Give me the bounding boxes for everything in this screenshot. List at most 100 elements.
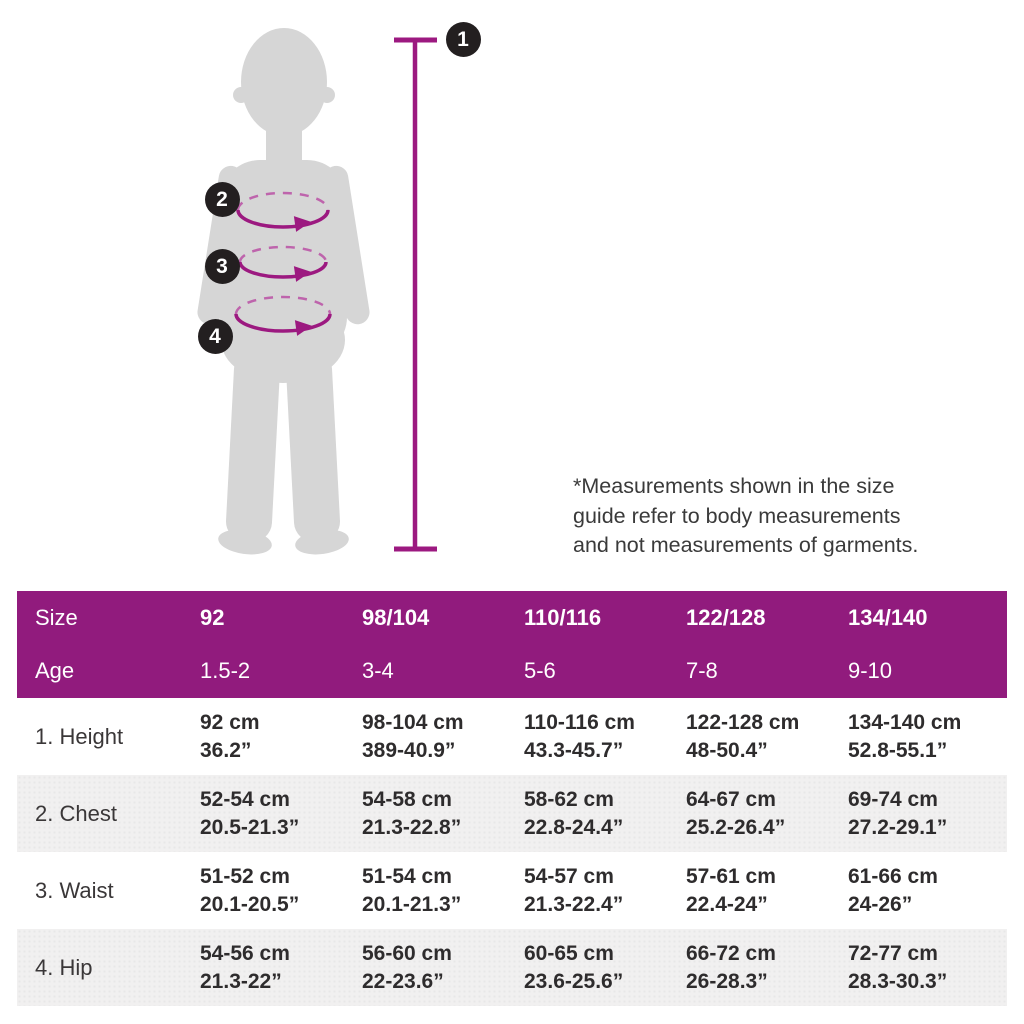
value-in: 25.2-26.4” — [686, 815, 786, 839]
value-cm: 61-66 cm — [848, 864, 938, 888]
value-cm: 92 cm — [200, 710, 260, 734]
table-cell: 61-66 cm 24-26” — [848, 863, 1007, 919]
value-cm: 66-72 cm — [686, 941, 776, 965]
size-column-header: 134/140 — [848, 604, 928, 630]
table-cell: 51-52 cm 20.1-20.5” — [200, 863, 362, 919]
age-column-header: 3-4 — [362, 658, 394, 684]
table-cell: 69-74 cm 27.2-29.1” — [848, 786, 1007, 842]
value-cm: 51-52 cm — [200, 864, 290, 888]
note-line: guide refer to body measurements — [573, 503, 901, 528]
value-cm: 56-60 cm — [362, 941, 452, 965]
table-cell: 52-54 cm 20.5-21.3” — [200, 786, 362, 842]
measure-marker-waist: 3 — [204, 248, 240, 284]
body-measurement-diagram — [197, 28, 437, 555]
value-cm: 98-104 cm — [362, 710, 464, 734]
value-cm: 122-128 cm — [686, 710, 800, 734]
value-in: 36.2” — [200, 738, 252, 762]
value-in: 22.4-24” — [686, 892, 768, 916]
marker-number: 3 — [216, 254, 228, 278]
table-cell: 98-104 cm 389-40.9” — [362, 709, 524, 765]
value-cm: 110-116 cm — [524, 710, 635, 734]
note-line: *Measurements shown in the size — [573, 474, 895, 498]
size-column-header: 92 — [200, 604, 225, 630]
value-in: 28.3-30.3” — [848, 969, 948, 993]
table-cell: 56-60 cm 22-23.6” — [362, 940, 524, 996]
row-label: 3. Waist — [35, 877, 114, 903]
value-in: 26-28.3” — [686, 969, 768, 993]
hip-measure-ellipse — [234, 295, 332, 336]
chest-measure-ellipse — [236, 191, 330, 232]
table-cell: 58-62 cm 22.8-24.4” — [524, 786, 686, 842]
marker-number: 1 — [457, 27, 469, 51]
size-table-header: Size 92 98/104 110/116 122/128 134/140 A… — [17, 591, 1007, 698]
marker-number: 4 — [209, 324, 221, 348]
table-cell: 54-58 cm 21.3-22.8” — [362, 786, 524, 842]
value-in: 21.3-22” — [200, 969, 282, 993]
value-cm: 72-77 cm — [848, 941, 938, 965]
value-in: 22.8-24.4” — [524, 815, 624, 839]
size-column-header: 122/128 — [686, 604, 766, 630]
size-column-header: 110/116 — [524, 604, 602, 630]
value-cm: 54-58 cm — [362, 787, 452, 811]
table-row-hip: 4. Hip 54-56 cm 21.3-22” 56-60 cm 22-23.… — [17, 929, 1007, 1006]
value-in: 24-26” — [848, 892, 913, 916]
value-in: 20.1-21.3” — [362, 892, 462, 916]
value-in: 21.3-22.4” — [524, 892, 624, 916]
table-cell: 60-65 cm 23.6-25.6” — [524, 940, 686, 996]
value-in: 52.8-55.1” — [848, 738, 948, 762]
measure-marker-hip: 4 — [197, 318, 233, 354]
age-column-header: 7-8 — [686, 658, 718, 684]
value-cm: 54-57 cm — [524, 864, 614, 888]
size-header-label: Size — [35, 604, 78, 630]
row-label: 2. Chest — [35, 800, 117, 826]
waist-measure-ellipse — [238, 245, 328, 282]
table-cell: 51-54 cm 20.1-21.3” — [362, 863, 524, 919]
age-column-header: 1.5-2 — [200, 658, 251, 684]
note-line: and not measurements of garments. — [573, 533, 919, 557]
value-cm: 54-56 cm — [200, 941, 290, 965]
table-cell: 57-61 cm 22.4-24” — [686, 863, 848, 919]
child-silhouette-icon — [197, 28, 370, 555]
row-label: 1. Height — [35, 723, 124, 749]
size-table: Size 92 98/104 110/116 122/128 134/140 A… — [17, 591, 1007, 1006]
value-cm: 57-61 cm — [686, 864, 776, 888]
value-cm: 64-67 cm — [686, 787, 776, 811]
value-in: 43.3-45.7” — [524, 738, 624, 762]
value-in: 20.1-20.5” — [200, 892, 300, 916]
value-in: 20.5-21.3” — [200, 815, 300, 839]
row-label: 4. Hip — [35, 954, 93, 980]
marker-number: 2 — [216, 187, 228, 211]
value-cm: 52-54 cm — [200, 787, 290, 811]
table-row-waist: 3. Waist 51-52 cm 20.1-20.5” 51-54 cm 20… — [17, 852, 1007, 929]
value-cm: 60-65 cm — [524, 941, 614, 965]
height-measure-line — [394, 37, 437, 552]
age-header-label: Age — [35, 658, 75, 684]
age-column-header: 5-6 — [524, 658, 556, 684]
table-cell: 54-56 cm 21.3-22” — [200, 940, 362, 996]
value-in: 389-40.9” — [362, 738, 456, 762]
value-in: 27.2-29.1” — [848, 815, 948, 839]
value-in: 48-50.4” — [686, 738, 768, 762]
measure-marker-height: 1 — [445, 21, 481, 57]
measure-marker-chest: 2 — [204, 181, 240, 217]
table-cell: 54-57 cm 21.3-22.4” — [524, 863, 686, 919]
table-row-height: 1. Height 92 cm 36.2” 98-104 cm 389-40.9… — [17, 698, 1007, 775]
value-in: 23.6-25.6” — [524, 969, 624, 993]
table-cell: 66-72 cm 26-28.3” — [686, 940, 848, 996]
value-cm: 58-62 cm — [524, 787, 614, 811]
table-cell: 134-140 cm 52.8-55.1” — [848, 709, 1007, 765]
table-cell: 72-77 cm 28.3-30.3” — [848, 940, 1007, 996]
table-cell: 110-116 cm 43.3-45.7” — [524, 709, 686, 765]
value-cm: 69-74 cm — [848, 787, 938, 811]
value-cm: 51-54 cm — [362, 864, 452, 888]
age-column-header: 9-10 — [848, 658, 893, 684]
table-cell: 64-67 cm 25.2-26.4” — [686, 786, 848, 842]
measurement-note: *Measurements shown in the size guide re… — [573, 472, 918, 561]
value-in: 22-23.6” — [362, 969, 444, 993]
size-column-header: 98/104 — [362, 604, 430, 630]
value-cm: 134-140 cm — [848, 710, 962, 734]
table-row-chest: 2. Chest 52-54 cm 20.5-21.3” 54-58 cm 21… — [17, 775, 1007, 852]
table-cell: 92 cm 36.2” — [200, 709, 362, 765]
table-cell: 122-128 cm 48-50.4” — [686, 709, 848, 765]
